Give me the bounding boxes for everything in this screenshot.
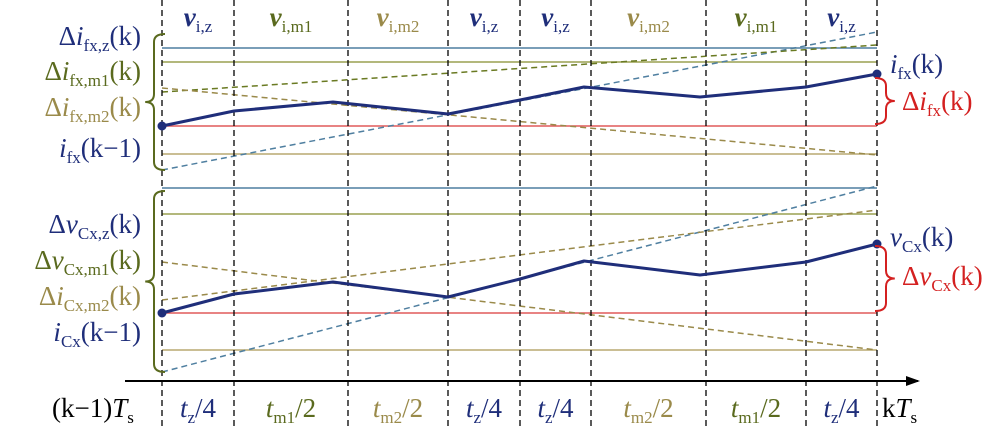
interval-duration-label: tz/4 xyxy=(537,393,574,427)
upper-left-label: Δifx,m2(k) xyxy=(44,92,141,126)
interval-voltage-label: vi,z xyxy=(184,2,213,36)
lower-slope-m2 xyxy=(161,261,878,351)
lower-left-label: iCx(k−1) xyxy=(53,317,141,351)
interval-duration-label: tz/4 xyxy=(823,393,860,427)
interval-duration-label: tz/4 xyxy=(180,393,217,427)
upper-right-brace xyxy=(874,77,895,125)
lower-start-dot xyxy=(157,308,167,318)
interval-voltage-label: vi,m2 xyxy=(627,2,670,36)
lower-right-label: ΔvCx(k) xyxy=(902,261,983,295)
lower-slope-z xyxy=(161,185,878,373)
interval-duration-label: tm1/2 xyxy=(266,393,316,427)
lower-right-label: vCx(k) xyxy=(890,222,953,256)
interval-duration-label: tm2/2 xyxy=(373,393,423,427)
text-layer: vi,z vi,m1 vi,m2 vi,z vi,z vi,m2 vi,m1 vi,z tz/4… xyxy=(34,2,982,427)
interval-duration-label: tz/4 xyxy=(466,393,503,427)
interval-voltage-label: vi,z xyxy=(470,2,499,36)
upper-left-label: Δifx,m1(k) xyxy=(44,56,141,90)
interval-duration-label: tm1/2 xyxy=(731,393,781,427)
lower-left-brace xyxy=(145,190,166,373)
interval-voltage-label: vi,z xyxy=(827,2,856,36)
lines-layer xyxy=(125,0,920,427)
upper-right-label: Δifx(k) xyxy=(902,86,973,120)
upper-left-label: ifx(k−1) xyxy=(59,133,141,167)
upper-start-dot xyxy=(157,121,167,131)
interval-voltage-label: vi,m1 xyxy=(735,2,778,36)
upper-end-dot xyxy=(872,69,882,79)
lower-left-label: ΔiCx,m2(k) xyxy=(39,281,141,315)
upper-trace xyxy=(161,72,878,128)
interval-voltage-label: vi,z xyxy=(541,2,570,36)
upper-right-label: ifx(k) xyxy=(890,49,943,83)
lower-left-label: ΔvCx,m1(k) xyxy=(34,245,141,279)
interval-voltage-label: vi,m2 xyxy=(377,2,420,36)
lower-right-brace xyxy=(874,245,895,312)
interval-voltage-label: vi,m1 xyxy=(270,2,313,36)
axis-end-label: kTs xyxy=(882,393,917,427)
upper-left-brace xyxy=(145,33,166,171)
lower-trace xyxy=(161,242,878,315)
axis-start-label: (k−1)Ts xyxy=(52,393,134,427)
lower-left-label: ΔvCx,z(k) xyxy=(49,209,141,243)
upper-left-label: Δifx,z(k) xyxy=(59,21,141,55)
interval-duration-label: tm2/2 xyxy=(623,393,673,427)
